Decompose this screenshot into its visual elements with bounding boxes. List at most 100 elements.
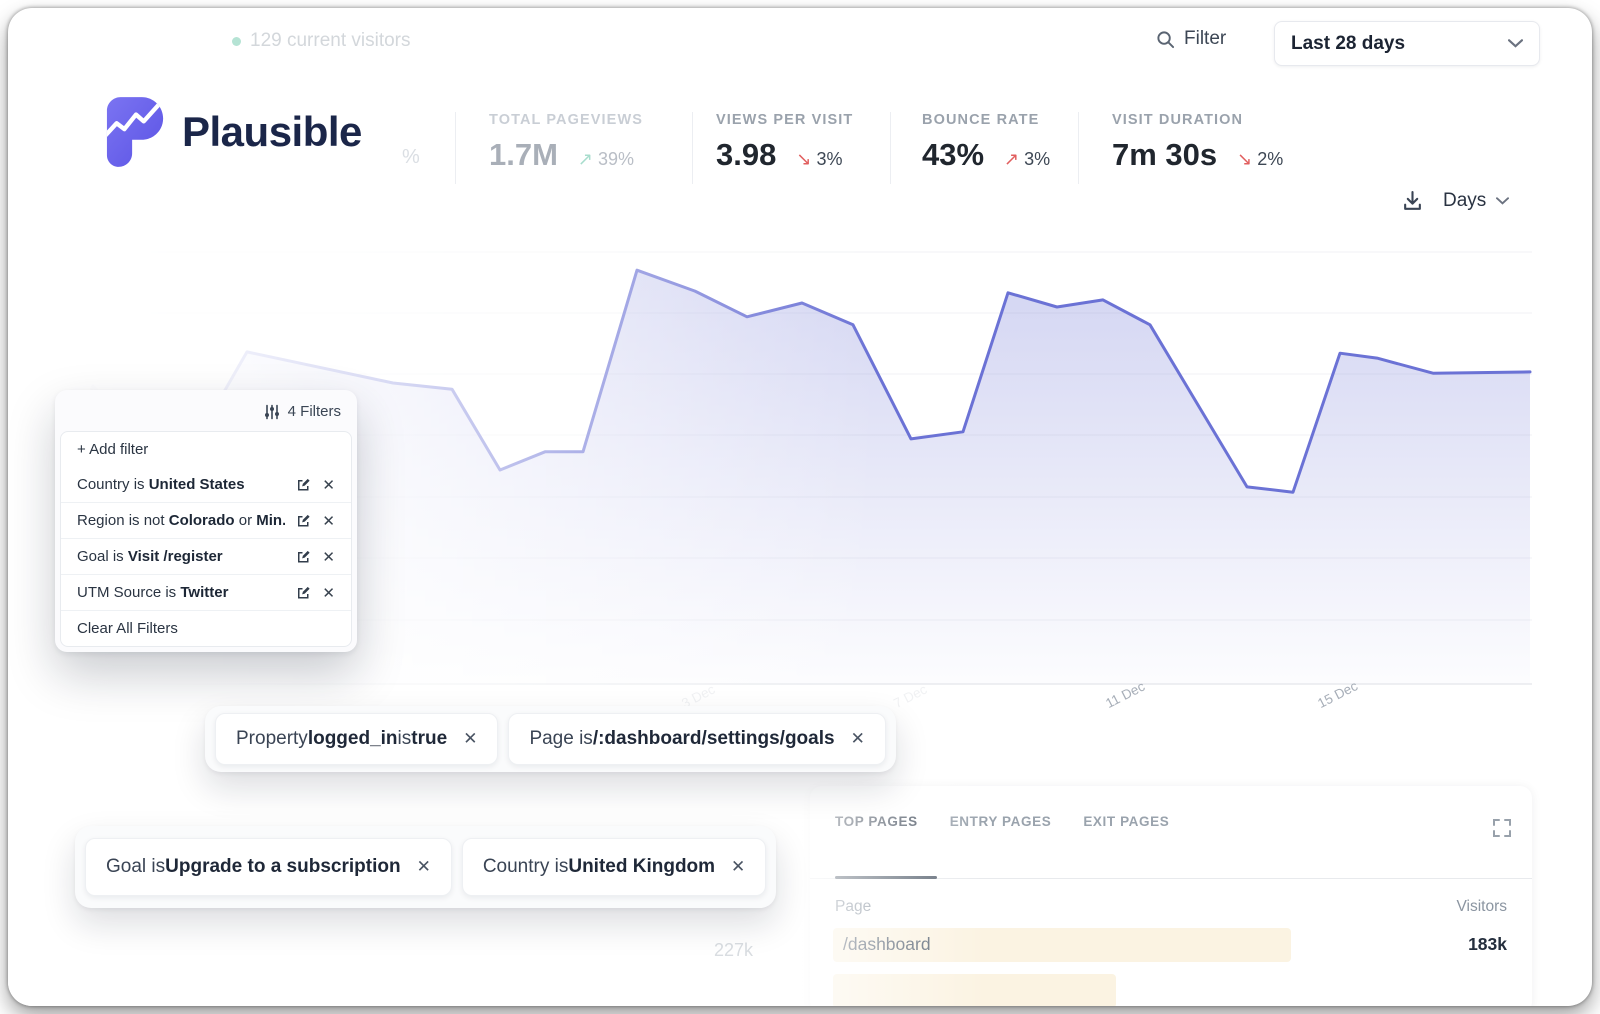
stat-delta: ↗ 3% <box>1004 149 1051 169</box>
filter-text: Goal is <box>77 548 128 565</box>
filter-pill[interactable]: Property logged_in is true ✕ <box>215 713 499 765</box>
filter-text: Property <box>236 728 308 749</box>
filter-pill[interactable]: Page is /:dashboard/settings/goals ✕ <box>508 713 886 765</box>
tab-entry-pages[interactable]: ENTRY PAGES <box>949 814 1052 829</box>
active-tab-underline <box>835 876 937 879</box>
filter-text: UTM Source is <box>77 584 181 601</box>
stat-delta: ↗ 39% <box>577 149 635 169</box>
faded-card-visitors-value: 227k <box>714 940 754 960</box>
tabs-divider <box>810 878 1532 879</box>
filter-row[interactable]: Goal is Visit /register ✕ <box>61 538 351 574</box>
remove-filter-icon[interactable]: ✕ <box>322 584 335 602</box>
stats-divider <box>455 112 456 184</box>
clear-all-filters-label: Clear All Filters <box>77 620 178 637</box>
stat-bounce-rate[interactable]: BOUNCE RATE 43% ↗ 3% <box>922 112 1050 173</box>
clear-all-filters-item[interactable]: Clear All Filters <box>61 610 351 646</box>
filter-value: /:dashboard/settings/goals <box>592 728 835 749</box>
filters-count-button[interactable]: 4 Filters <box>55 390 357 431</box>
filter-row-text: Region is not Colorado or Min... <box>77 512 285 529</box>
pages-tabs: TOP PAGES ENTRY PAGES EXIT PAGES <box>835 814 1169 829</box>
remove-pill-icon[interactable]: ✕ <box>731 857 746 876</box>
filter-pill[interactable]: Country is United Kingdom ✕ <box>461 838 767 896</box>
stat-value-row: 1.7M ↗ 39% <box>489 137 643 173</box>
filter-pill-tray-1: Property logged_in is true ✕ Page is /:das… <box>205 706 896 772</box>
filter-value: Visit /register <box>127 548 223 565</box>
column-visitors: Visitors <box>1456 898 1507 915</box>
filter-pill-tray-2: Goal is Upgrade to a subscription ✕ Countr… <box>75 826 777 908</box>
edit-filter-icon[interactable] <box>295 585 311 600</box>
filter-row[interactable]: Country is United States ✕ <box>61 467 351 502</box>
edit-filter-icon[interactable] <box>295 549 311 564</box>
filter-text: Region is not <box>77 512 169 529</box>
chevron-down-icon <box>1508 39 1523 48</box>
stat-delta: ↘ 2% <box>1237 149 1284 169</box>
edit-filter-icon[interactable] <box>295 513 311 528</box>
remove-pill-icon[interactable]: ✕ <box>850 729 865 748</box>
stat-total-pageviews[interactable]: TOTAL PAGEVIEWS 1.7M ↗ 39% <box>489 112 643 173</box>
filter-value: United Kingdom <box>568 856 716 877</box>
tab-exit-pages[interactable]: EXIT PAGES <box>1083 814 1170 829</box>
arrow-down-icon: ↘ <box>796 149 812 169</box>
stats-divider <box>1078 112 1079 184</box>
stat-delta: ↘ 3% <box>796 149 843 169</box>
interval-select[interactable]: Days <box>1443 190 1510 212</box>
filter-value: United States <box>148 476 245 493</box>
tab-top-pages[interactable]: TOP PAGES <box>835 814 918 829</box>
remove-pill-icon[interactable]: ✕ <box>416 857 431 876</box>
brand-wordmark: Plausible <box>182 108 362 155</box>
filters-popup: 4 Filters + Add filter Country is United… <box>55 390 357 652</box>
stat-value: 3.98 <box>716 137 777 172</box>
filter-pill[interactable]: Goal is Upgrade to a subscription ✕ <box>85 838 452 896</box>
download-icon[interactable] <box>1402 190 1423 212</box>
x-axis-label: 11 Dec <box>1103 678 1148 711</box>
add-filter-item[interactable]: + Add filter <box>61 432 351 467</box>
filter-value: true <box>411 728 448 749</box>
stat-label: BOUNCE RATE <box>922 112 1040 128</box>
stats-divider <box>890 112 891 184</box>
filter-value: Min... <box>256 512 285 529</box>
filters-count-label: 4 Filters <box>287 403 341 420</box>
filters-menu: + Add filter Country is United States ✕ Re… <box>60 431 352 647</box>
filter-text: Page is <box>529 728 593 749</box>
plausible-logo[interactable]: Plausible <box>105 95 362 169</box>
current-visitors-link[interactable]: 129 current visitors <box>232 30 411 52</box>
date-range-value: Last 28 days <box>1291 32 1406 54</box>
adjustments-icon <box>264 404 279 419</box>
date-range-select[interactable]: Last 28 days <box>1274 21 1540 66</box>
search-icon <box>1157 30 1175 48</box>
filter-row-text: Goal is Visit /register <box>77 548 285 565</box>
filter-text: Country is <box>77 476 149 493</box>
table-row[interactable]: /dashboard 183k <box>833 928 1507 962</box>
filter-value: Upgrade to a subscription <box>165 856 401 877</box>
stat-value-row: 7m 30s ↘ 2% <box>1112 137 1283 173</box>
filter-button[interactable]: Filter <box>1156 28 1226 50</box>
stat-label: VIEWS PER VISIT <box>716 112 854 128</box>
faded-stat-remnant: % <box>402 146 420 168</box>
remove-filter-icon[interactable]: ✕ <box>322 476 335 494</box>
remove-filter-icon[interactable]: ✕ <box>322 512 335 530</box>
filter-row[interactable]: UTM Source is Twitter ✕ <box>61 574 351 610</box>
filter-row[interactable]: Region is not Colorado or Min... ✕ <box>61 502 351 538</box>
column-page: Page <box>835 898 872 915</box>
filter-label: Filter <box>1184 28 1227 49</box>
x-axis-label: 7 Dec <box>891 681 930 711</box>
edit-filter-icon[interactable] <box>295 477 311 492</box>
filter-row-text: Country is United States <box>77 476 285 493</box>
row-visitors: 183k <box>1468 934 1507 954</box>
stat-visit-duration[interactable]: VISIT DURATION 7m 30s ↘ 2% <box>1112 112 1283 173</box>
row-page[interactable]: /dashboard <box>843 934 931 954</box>
remove-pill-icon[interactable]: ✕ <box>463 729 478 748</box>
expand-icon[interactable] <box>1492 818 1512 838</box>
stat-value: 43% <box>922 137 985 172</box>
remove-filter-icon[interactable]: ✕ <box>322 548 335 566</box>
x-axis-label: 15 Dec <box>1315 678 1361 711</box>
stat-value: 7m 30s <box>1112 137 1218 172</box>
arrow-up-icon: ↗ <box>1004 149 1020 169</box>
arrow-up-icon: ↗ <box>577 149 594 169</box>
table-row[interactable] <box>833 974 1507 1006</box>
stats-divider <box>692 112 693 184</box>
add-filter-label: + Add filter <box>77 441 149 458</box>
stat-views-per-visit[interactable]: VIEWS PER VISIT 3.98 ↘ 3% <box>716 112 853 173</box>
filter-text: or <box>234 512 257 529</box>
